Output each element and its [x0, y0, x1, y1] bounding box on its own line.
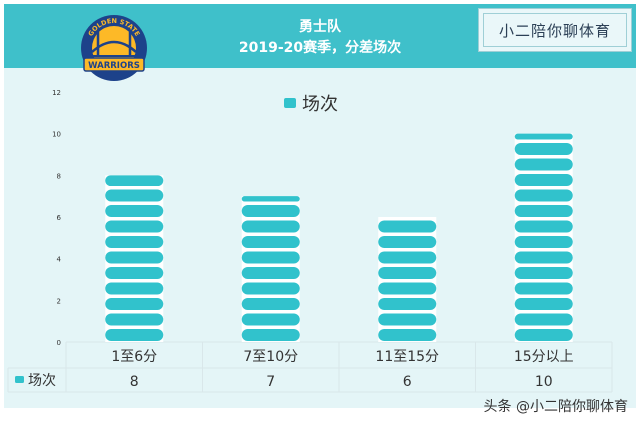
bar-segment: [105, 298, 164, 310]
category-label: 11至15分: [375, 349, 439, 365]
table-value: 7: [266, 374, 275, 390]
bar-segment: [241, 298, 300, 310]
bar: [514, 133, 573, 342]
bar: [241, 196, 300, 342]
table-value: 8: [130, 374, 139, 390]
bar-segment: [105, 189, 164, 202]
table-series-name: 场次: [28, 373, 56, 389]
bar-segment: [241, 329, 300, 341]
bar-segment: [514, 158, 573, 171]
bar-segment: [378, 329, 437, 341]
bar-segment: [514, 251, 573, 264]
bar-segment: [378, 267, 437, 279]
y-tick-label: 6: [57, 214, 62, 222]
bar-segment: [378, 313, 437, 326]
chart-title: 勇士队: [299, 19, 341, 35]
channel-stamp: 小二陪你聊体育: [478, 8, 632, 52]
bar-segment: [514, 143, 573, 155]
bar: [105, 175, 164, 342]
warriors-logo: GOLDEN STATE WARRIORS: [81, 15, 147, 81]
bar-segment: [105, 205, 164, 217]
category-label: 7至10分: [243, 349, 298, 365]
bar-segment: [514, 236, 573, 248]
bar-segment: [241, 236, 300, 248]
bar-segment: [105, 267, 164, 279]
bar-segment: [105, 175, 164, 186]
bar-segment: [514, 220, 573, 233]
y-tick-label: 2: [57, 297, 61, 305]
bar-segment: [241, 220, 300, 233]
y-tick-label: 12: [52, 89, 61, 97]
y-tick-label: 0: [57, 339, 61, 347]
legend-label: 场次: [302, 94, 338, 115]
bar-segment: [378, 251, 437, 264]
bar-segment: [241, 313, 300, 326]
bar-segment: [105, 251, 164, 264]
data-table: 场次 8 7 6 10: [15, 373, 553, 390]
bar-segment: [105, 236, 164, 248]
bar-segment: [241, 251, 300, 264]
bar-segment: [514, 267, 573, 279]
stamp-border: [483, 13, 627, 47]
table-value: 6: [403, 374, 412, 390]
bar-segment: [378, 220, 437, 233]
category-labels: 1至6分 7至10分 11至15分 15分以上: [111, 349, 573, 365]
chart-legend: 场次: [284, 94, 338, 115]
watermark: 头条 @小二陪你聊体育: [483, 399, 628, 415]
bar-segment: [514, 298, 573, 310]
bar-segment: [105, 220, 164, 233]
bar-segment: [514, 133, 573, 140]
category-label: 1至6分: [111, 349, 157, 365]
logo-team-text: WARRIORS: [88, 61, 140, 71]
bar-segment: [514, 282, 573, 295]
bar-segment: [105, 282, 164, 295]
legend-swatch: [284, 98, 296, 108]
bar-segment: [514, 189, 573, 202]
category-label: 15分以上: [514, 349, 574, 365]
bar-segment: [105, 313, 164, 326]
bar-segment: [241, 205, 300, 217]
chart-subtitle: 2019-20赛季，分差场次: [238, 40, 402, 56]
bar-segment: [105, 329, 164, 341]
bar: [378, 217, 437, 342]
bar-segment: [241, 267, 300, 279]
y-tick-label: 8: [57, 172, 61, 180]
bar-segment: [378, 282, 437, 295]
bar-segment: [514, 329, 573, 341]
bar-segment: [514, 205, 573, 217]
bar-segment: [241, 282, 300, 295]
bars: [105, 133, 573, 342]
table-legend-swatch: [15, 376, 24, 383]
bar-segment: [514, 313, 573, 326]
stamp-text: 小二陪你聊体育: [498, 22, 611, 40]
y-tick-label: 10: [52, 131, 61, 139]
bar-segment: [378, 236, 437, 248]
y-axis-ticks: 0 2 4 6 8 10 12: [52, 89, 61, 347]
bar-segment: [514, 174, 573, 186]
bar-segment: [378, 298, 437, 310]
table-value: 10: [535, 374, 553, 390]
bar-segment: [241, 196, 300, 202]
y-tick-label: 4: [57, 256, 62, 264]
